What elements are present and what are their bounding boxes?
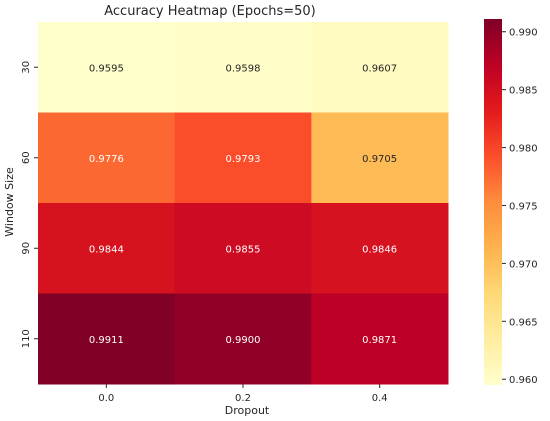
cell-value-label: 0.9607	[362, 63, 397, 74]
cell-value-label: 0.9595	[89, 63, 124, 74]
heatmap-cell	[311, 22, 449, 113]
x-tick-label: 0.2	[235, 393, 251, 404]
colorbar-tick-label: 0.985	[509, 86, 538, 97]
y-axis-label: Window Size	[3, 167, 16, 237]
colorbar-tick-label: 0.990	[509, 28, 538, 39]
cell-value-label: 0.9911	[89, 335, 124, 346]
x-tick-label: 0.0	[98, 393, 114, 404]
heatmap-cell	[174, 112, 312, 204]
cell-value-label: 0.9846	[362, 244, 397, 255]
cell-value-label: 0.9793	[226, 154, 261, 165]
x-axis-ticks: 0.0 0.2 0.4	[98, 384, 388, 404]
cell-value-label: 0.9900	[226, 335, 261, 346]
y-tick-label: 90	[21, 242, 32, 255]
colorbar-tick-label: 0.965	[509, 317, 538, 328]
y-axis-ticks: 30 60 90 110	[21, 61, 38, 348]
x-axis-label: Dropout	[225, 404, 270, 417]
cell-value-label: 0.9776	[89, 154, 124, 165]
x-tick-label: 0.4	[372, 393, 388, 404]
heatmap-cell	[38, 22, 176, 113]
colorbar-tick-label: 0.980	[509, 144, 538, 155]
colorbar-gradient	[484, 19, 502, 385]
heatmap-cell	[174, 22, 312, 113]
heatmap-cells: 0.9595 0.9598 0.9607 0.9776 0.9793 0.9705 0.98…	[38, 22, 449, 385]
heatmap-cell	[311, 293, 449, 385]
cell-value-label: 0.9855	[226, 244, 261, 255]
heatmap-cell	[38, 203, 176, 294]
y-tick-label: 110	[21, 329, 32, 348]
y-tick-label: 30	[21, 61, 32, 74]
colorbar-tick-label: 0.960	[509, 375, 538, 386]
heatmap-cell	[311, 112, 449, 204]
cell-value-label: 0.9705	[362, 154, 397, 165]
heatmap-cell	[38, 112, 176, 204]
cell-value-label: 0.9844	[89, 244, 124, 255]
y-tick-label: 60	[21, 151, 32, 164]
cell-value-label: 0.9871	[362, 335, 397, 346]
chart-title: Accuracy Heatmap (Epochs=50)	[104, 4, 316, 19]
colorbar: 0.960 0.965 0.970 0.975 0.980 0.985 0.990	[484, 19, 538, 386]
heatmap-cell	[38, 293, 176, 385]
colorbar-tick-label: 0.975	[509, 201, 538, 212]
heatmap-cell	[174, 293, 312, 385]
heatmap-cell	[174, 203, 312, 294]
heatmap-cell	[311, 203, 449, 294]
cell-value-label: 0.9598	[226, 63, 261, 74]
colorbar-tick-label: 0.970	[509, 259, 538, 270]
